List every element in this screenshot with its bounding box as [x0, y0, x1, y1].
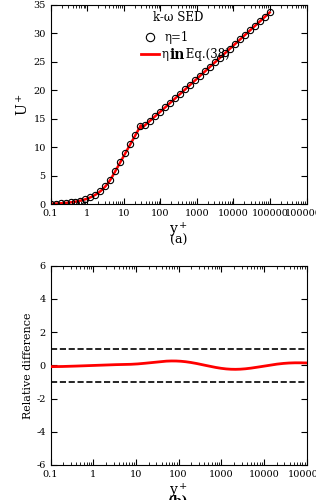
Legend: η=1, : η=1,	[141, 31, 189, 61]
Text: in: in	[170, 48, 185, 62]
Text: (a): (a)	[170, 234, 187, 248]
X-axis label: y$^+$: y$^+$	[169, 220, 188, 239]
X-axis label: y$^+$: y$^+$	[169, 480, 188, 500]
Text: (b): (b)	[168, 495, 189, 500]
Y-axis label: U$^+$: U$^+$	[14, 94, 31, 116]
Y-axis label: Relative difference: Relative difference	[23, 312, 33, 418]
Text: η: η	[162, 48, 173, 61]
Text: Eq.(38): Eq.(38)	[182, 48, 230, 61]
Text: k-ω SED: k-ω SED	[153, 11, 203, 24]
